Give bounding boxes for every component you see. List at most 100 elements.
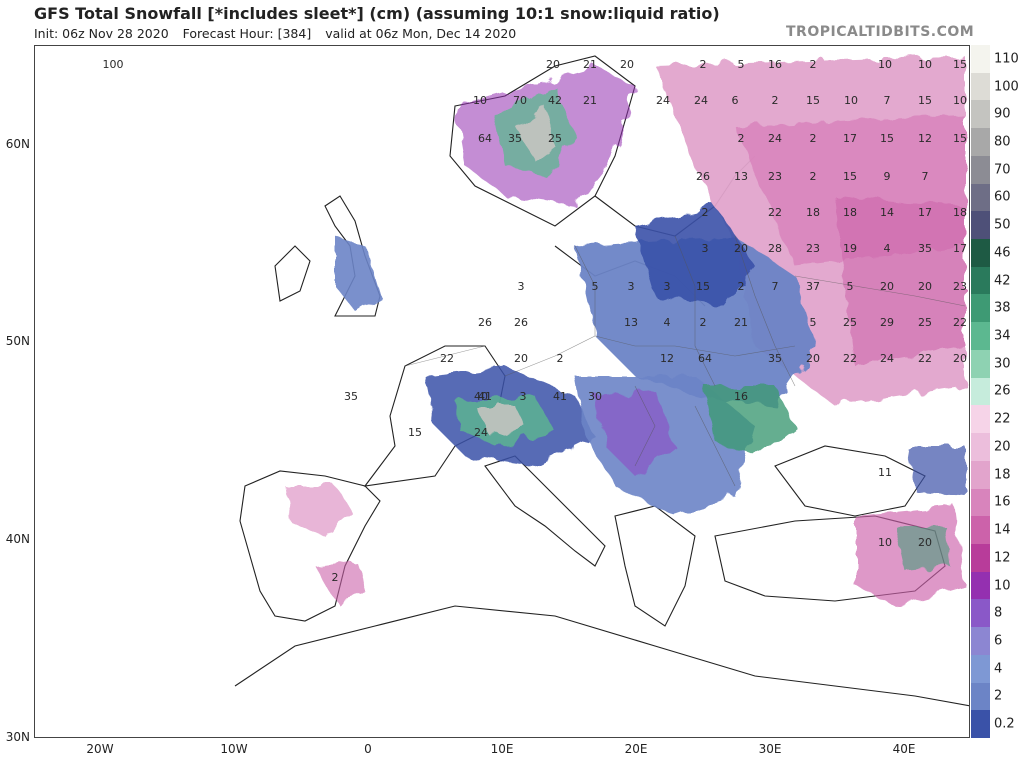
legend-entry: 60 [970, 183, 1020, 212]
snowfall-value: 24 [880, 352, 894, 365]
legend-swatch [971, 266, 990, 295]
snowfall-value: 14 [880, 206, 894, 219]
snowfall-value: 15 [953, 132, 967, 145]
legend-label: 46 [994, 245, 1011, 261]
snowfall-value: 25 [918, 316, 932, 329]
legend-swatch [971, 710, 990, 738]
legend-entry: 38 [970, 294, 1020, 323]
snowfall-value: 15 [880, 132, 894, 145]
legend-swatch [971, 322, 990, 350]
snowfall-value: 20 [953, 352, 967, 365]
snowfall-value: 15 [843, 170, 857, 183]
snowfall-value: 10 [878, 536, 892, 549]
legend-swatch [971, 377, 990, 406]
legend-label: 90 [994, 106, 1011, 122]
legend-entry: 6 [970, 627, 1020, 655]
snowfall-value: 25 [548, 132, 562, 145]
lon-label: 20E [624, 742, 648, 756]
legend-entry: 70 [970, 155, 1020, 184]
legend-entry: 90 [970, 100, 1020, 129]
legend-label: 18 [994, 467, 1011, 483]
snowfall-value: 16 [734, 390, 748, 403]
legend-entry: 26 [970, 377, 1020, 406]
snowfall-value: 22 [440, 352, 454, 365]
legend-swatch [971, 349, 990, 378]
snowfall-value: 100 [103, 58, 124, 71]
snowfall-value: 2 [557, 352, 564, 365]
legend-entry: 14 [970, 516, 1020, 544]
snowfall-value: 22 [843, 352, 857, 365]
legend-entry: 8 [970, 599, 1020, 628]
snowfall-value: 10 [878, 58, 892, 71]
snowfall-value: 42 [548, 94, 562, 107]
snowfall-value: 2 [738, 280, 745, 293]
legend-entry: 46 [970, 239, 1020, 267]
snowfall-value: 64 [698, 352, 712, 365]
legend-entry: 2 [970, 682, 1020, 711]
legend-swatch [971, 239, 990, 267]
snowfall-value: 15 [806, 94, 820, 107]
forecast-info: Init: 06z Nov 28 2020 Forecast Hour: [38… [34, 26, 526, 41]
legend-label: 6 [994, 633, 1003, 649]
snowfall-value: 22 [953, 316, 967, 329]
snowfall-value: 7 [772, 280, 779, 293]
snowfall-value: 21 [583, 94, 597, 107]
snowfall-value: 35 [344, 390, 358, 403]
legend-entry: 80 [970, 128, 1020, 156]
legend-label: 50 [994, 217, 1011, 233]
legend-entry: 16 [970, 488, 1020, 517]
snowfall-value: 3 [702, 242, 709, 255]
legend-swatch [971, 128, 990, 156]
valid-time: valid at 06z Mon, Dec 14 2020 [325, 26, 517, 41]
legend-swatch [971, 460, 990, 489]
legend-label: 60 [994, 189, 1011, 205]
snowfall-value: 7 [922, 170, 929, 183]
snowfall-value: 9 [884, 170, 891, 183]
snowfall-value: 10 [473, 94, 487, 107]
snowfall-value: 2 [738, 132, 745, 145]
snowfall-value: 3 [518, 280, 525, 293]
snowfall-value: 12 [660, 352, 674, 365]
snowfall-value: 2 [772, 94, 779, 107]
legend-entry: 34 [970, 322, 1020, 350]
country-borders [404, 235, 966, 487]
legend-swatch [971, 682, 990, 711]
snowfall-value: 2 [700, 316, 707, 329]
snowfall-value: 17 [953, 242, 967, 255]
snowfall-value: 17 [843, 132, 857, 145]
snowfall-value: 21 [734, 316, 748, 329]
snowfall-value: 2 [810, 132, 817, 145]
snowfall-value: 64 [478, 132, 492, 145]
legend-label: 100 [994, 79, 1019, 95]
snowfall-value: 22 [768, 206, 782, 219]
snowfall-value: 26 [696, 170, 710, 183]
legend-label: 26 [994, 383, 1011, 399]
snowfall-value: 2 [700, 58, 707, 71]
forecast-hour: Forecast Hour: [384] [182, 26, 312, 41]
legend-label: 70 [994, 162, 1011, 178]
legend-swatch [971, 599, 990, 628]
lon-label: 10W [220, 742, 248, 756]
legend-entry: 18 [970, 460, 1020, 489]
snowfall-value: 25 [843, 316, 857, 329]
legend-label: 80 [994, 134, 1011, 150]
snowfall-value: 24 [656, 94, 670, 107]
legend-label: 22 [994, 411, 1011, 427]
snowfall-value: 13 [734, 170, 748, 183]
legend-label: 10 [994, 578, 1011, 594]
legend-label: 20 [994, 439, 1011, 455]
snowfall-value: 20 [918, 280, 932, 293]
snowfall-shading [285, 56, 965, 606]
legend-label: 0.2 [994, 716, 1015, 732]
snowfall-value: 2 [810, 58, 817, 71]
snowfall-value: 2 [332, 571, 339, 584]
snowfall-value: 11 [878, 466, 892, 479]
snowfall-value: 10 [953, 94, 967, 107]
lat-label: 60N [5, 137, 30, 151]
legend-swatch [971, 155, 990, 184]
legend-swatch [971, 433, 990, 461]
snowfall-value: 20 [514, 352, 528, 365]
legend-label: 110 [994, 51, 1019, 67]
